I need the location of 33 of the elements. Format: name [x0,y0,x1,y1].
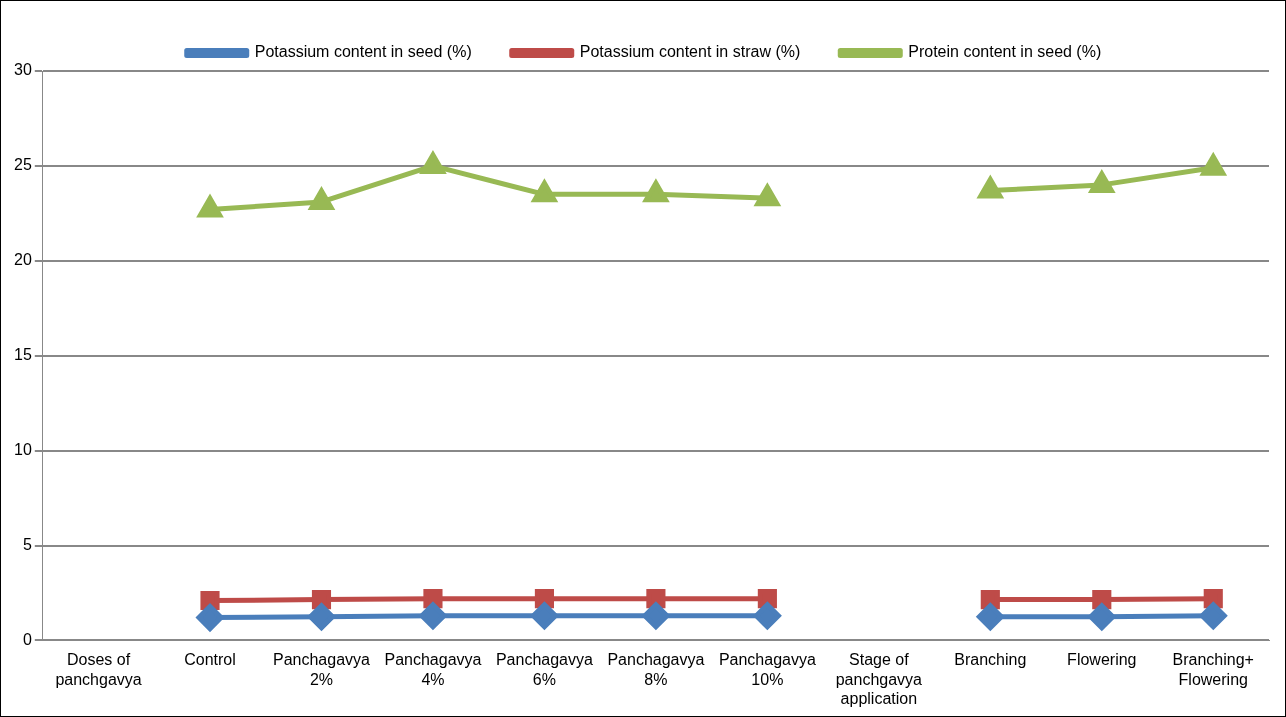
point [753,602,781,630]
point [753,182,782,207]
y-tick-label: 10 [14,441,32,459]
point [1199,602,1227,630]
point [1088,603,1116,631]
legend-label: Potassium content in seed (%) [254,43,472,61]
x-tick-label: Panchagavya 8% [607,651,705,688]
y-tick-label: 25 [14,156,32,174]
x-tick-label: Branching [954,651,1027,669]
x-tick-label: Stage of panchgavya application [835,651,923,707]
x-tick-label: Panchagavya 4% [384,651,482,688]
x-tick-label: Branching+ Flowering [1172,651,1254,688]
x-tick-label: Control [184,651,236,669]
point [642,602,670,630]
point [530,178,559,203]
y-tick-label: 15 [14,346,32,364]
point [419,602,447,630]
y-tick-label: 20 [14,251,32,269]
point [530,602,558,630]
x-tick-label: Panchagavya 2% [273,651,371,688]
y-tick-label: 30 [14,61,32,79]
legend-label: Potassium content in straw (%) [579,43,801,61]
point [642,178,670,203]
point [976,603,1004,631]
point [307,603,335,631]
x-tick-label: Panchagavya 6% [495,651,593,688]
x-tick-label: Flowering [1067,651,1137,669]
x-tick-label: Panchagavya 10% [718,651,816,688]
legend-label: Protein content in seed (%) [908,43,1102,61]
y-tick-label: 5 [22,535,32,553]
point [196,604,224,632]
y-tick-label: 0 [22,630,32,648]
x-tick-label: Doses of panchgavya [55,651,142,688]
